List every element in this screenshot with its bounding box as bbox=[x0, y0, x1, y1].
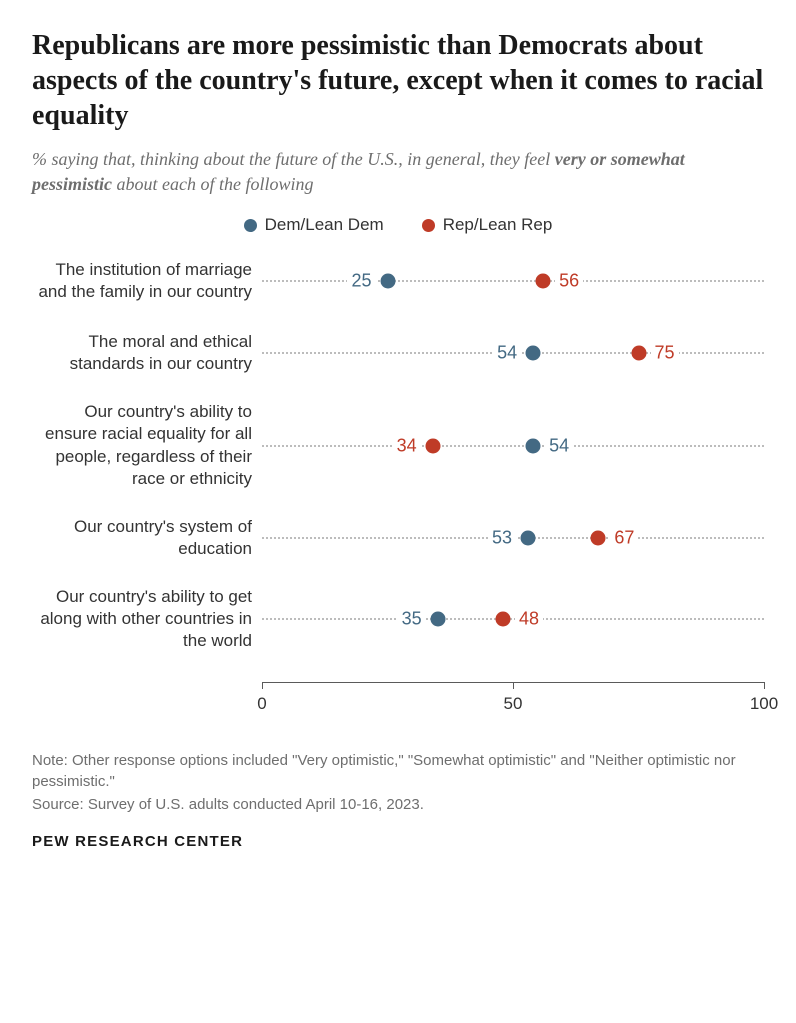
value-label-dem: 54 bbox=[545, 435, 573, 456]
point-dem bbox=[526, 346, 541, 361]
legend-item-rep: Rep/Lean Rep bbox=[422, 215, 553, 235]
row-label: Our country's ability to ensure racial e… bbox=[32, 401, 262, 489]
chart-source: Source: Survey of U.S. adults conducted … bbox=[32, 796, 764, 813]
row-plot: 25 56 bbox=[262, 272, 764, 290]
value-label-dem: 53 bbox=[488, 527, 516, 548]
x-axis: 050100 bbox=[32, 682, 764, 722]
axis-tick-label: 50 bbox=[504, 694, 523, 714]
axis-tick bbox=[764, 682, 765, 689]
point-dem bbox=[380, 274, 395, 289]
chart-row: Our country's ability to ensure racial e… bbox=[32, 389, 764, 501]
value-label-rep: 48 bbox=[515, 608, 543, 629]
axis-tick bbox=[262, 682, 263, 689]
legend-label-rep: Rep/Lean Rep bbox=[443, 215, 553, 235]
row-label: The moral and ethical standards in our c… bbox=[32, 331, 262, 375]
value-label-dem: 54 bbox=[493, 343, 521, 364]
legend: Dem/Lean Dem Rep/Lean Rep bbox=[32, 215, 764, 235]
row-plot: 53 67 bbox=[262, 529, 764, 547]
point-rep bbox=[536, 274, 551, 289]
chart-subtitle: % saying that, thinking about the future… bbox=[32, 147, 764, 197]
attribution: PEW RESEARCH CENTER bbox=[32, 833, 764, 850]
value-label-rep: 34 bbox=[393, 435, 421, 456]
subtitle-suffix: about each of the following bbox=[112, 174, 313, 194]
point-dem bbox=[526, 438, 541, 453]
legend-dot-rep bbox=[422, 219, 435, 232]
axis-tick-label: 0 bbox=[257, 694, 266, 714]
point-dem bbox=[521, 530, 536, 545]
value-label-rep: 75 bbox=[651, 343, 679, 364]
subtitle-prefix: % saying that, thinking about the future… bbox=[32, 149, 555, 169]
chart-note: Note: Other response options included "V… bbox=[32, 750, 764, 792]
chart-row: Our country's ability to get along with … bbox=[32, 574, 764, 664]
point-rep bbox=[495, 611, 510, 626]
legend-label-dem: Dem/Lean Dem bbox=[265, 215, 384, 235]
legend-dot-dem bbox=[244, 219, 257, 232]
point-rep bbox=[591, 530, 606, 545]
dotted-gridline bbox=[262, 445, 764, 447]
row-label: The institution of marriage and the fami… bbox=[32, 259, 262, 303]
chart-row: The moral and ethical standards in our c… bbox=[32, 317, 764, 389]
chart-title: Republicans are more pessimistic than De… bbox=[32, 28, 764, 133]
dotted-gridline bbox=[262, 280, 764, 282]
dot-plot: The institution of marriage and the fami… bbox=[32, 245, 764, 664]
chart-row: Our country's system of education 53 67 bbox=[32, 502, 764, 574]
axis-tick-label: 100 bbox=[750, 694, 778, 714]
point-rep bbox=[425, 438, 440, 453]
value-label-dem: 25 bbox=[347, 271, 375, 292]
value-label-dem: 35 bbox=[398, 608, 426, 629]
legend-item-dem: Dem/Lean Dem bbox=[244, 215, 384, 235]
axis-tick bbox=[513, 682, 514, 689]
point-rep bbox=[631, 346, 646, 361]
chart-row: The institution of marriage and the fami… bbox=[32, 245, 764, 317]
row-label: Our country's ability to get along with … bbox=[32, 586, 262, 652]
row-plot: 54 34 bbox=[262, 437, 764, 455]
dotted-gridline bbox=[262, 618, 764, 620]
value-label-rep: 56 bbox=[555, 271, 583, 292]
row-plot: 54 75 bbox=[262, 344, 764, 362]
point-dem bbox=[430, 611, 445, 626]
value-label-rep: 67 bbox=[610, 527, 638, 548]
row-plot: 35 48 bbox=[262, 610, 764, 628]
row-label: Our country's system of education bbox=[32, 516, 262, 560]
